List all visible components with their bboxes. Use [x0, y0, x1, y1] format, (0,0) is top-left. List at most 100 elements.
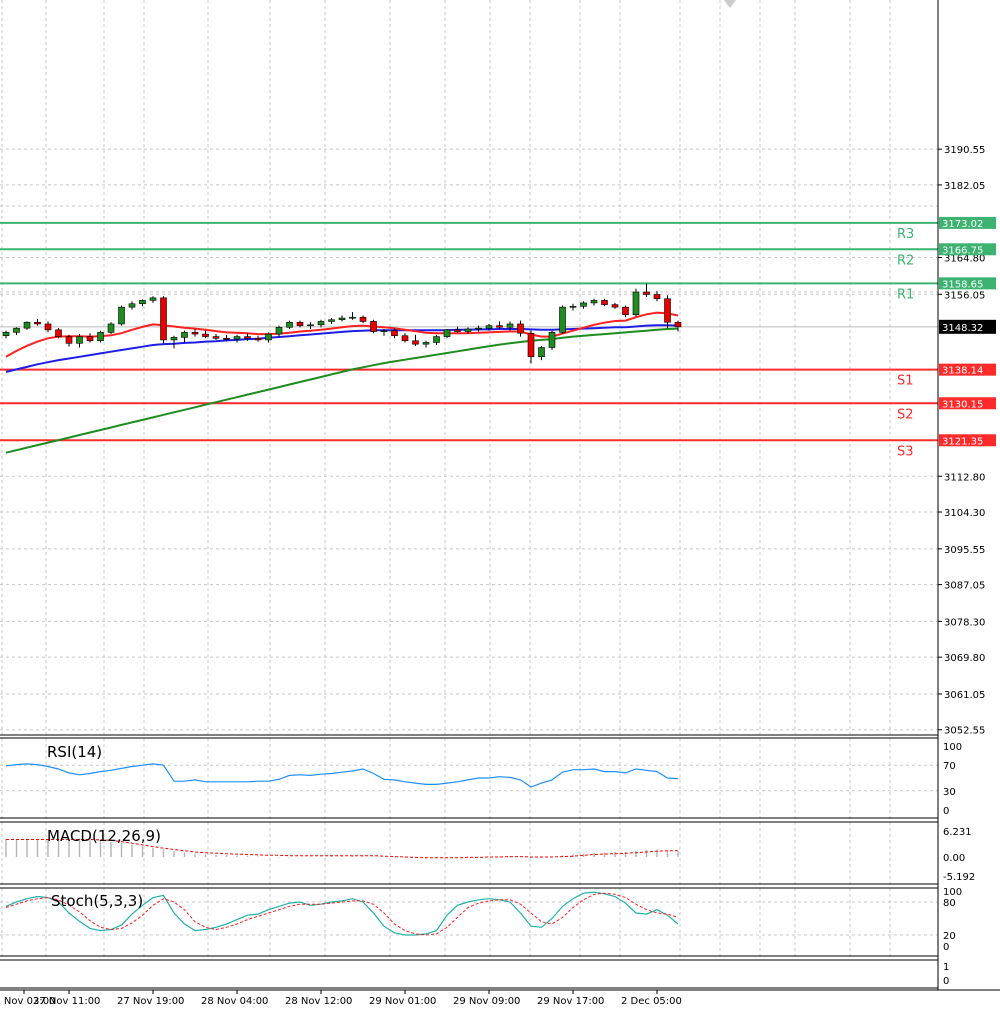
level-price-label: 3130.15 — [942, 399, 983, 410]
candle-body — [548, 332, 556, 348]
candle-body — [34, 321, 41, 325]
candle-body — [328, 319, 335, 322]
candle-body — [181, 332, 188, 338]
candle-body — [380, 330, 388, 332]
level-price-label: 3158.65 — [942, 279, 983, 290]
candles — [2, 283, 682, 364]
candle-body — [244, 336, 251, 339]
candle-body — [632, 291, 640, 315]
rsi-tick-label: 30 — [943, 787, 956, 798]
candle-body — [506, 323, 514, 328]
ma-slow-line — [5, 327, 679, 454]
scroll-marker-icon[interactable] — [724, 0, 736, 8]
level-price-box — [939, 434, 996, 447]
level-name-s3: S3 — [897, 444, 914, 459]
price-tick-label: 3095.55 — [944, 545, 985, 556]
level-price-label: 3173.02 — [942, 219, 983, 230]
time-label: 27 Nov 19:00 — [117, 996, 184, 1007]
price-tick-label: 3156.05 — [944, 290, 985, 301]
rsi-line — [5, 763, 679, 788]
level-price-label: 3121.35 — [942, 436, 983, 447]
time-label: 27 Nov 11:00 — [33, 996, 100, 1007]
candle-body — [412, 340, 419, 345]
candle-body — [223, 337, 230, 340]
price-axis: 3190.55 3182.05 3164.80 3156.05 3112.80 3104.… — [938, 145, 996, 737]
stoch-title: Stoch(5,3,3) — [51, 892, 143, 910]
price-tick-label: 3061.05 — [944, 690, 985, 701]
price-tick-label: 3087.05 — [944, 581, 985, 592]
macd-title: MACD(12,26,9) — [47, 827, 161, 845]
macd-signal-line — [6, 839, 678, 859]
ma-mid-line — [5, 324, 679, 373]
time-label: 29 Nov 01:00 — [369, 996, 436, 1007]
price-tick-label: 3078.30 — [944, 617, 985, 628]
candle-body — [139, 300, 146, 305]
candle-body — [296, 321, 304, 326]
candle-body — [454, 329, 461, 332]
rsi-tick-label: 0 — [943, 806, 949, 817]
macd-tick-label: 6.231 — [943, 827, 972, 838]
candle-body — [401, 335, 409, 342]
candle-body — [674, 321, 682, 328]
time-label: 28 Nov 04:00 — [201, 996, 268, 1007]
macd-tick-label: 0.00 — [943, 853, 965, 864]
candle-body — [370, 321, 377, 332]
time-label: 29 Nov 09:00 — [453, 996, 520, 1007]
rsi-title: RSI(14) — [47, 743, 102, 761]
candle-body — [23, 321, 31, 329]
candle-body — [212, 336, 220, 339]
candle-body — [97, 332, 104, 342]
time-label: 27 Nov 03:00 — [0, 996, 55, 1007]
candle-body — [275, 327, 283, 335]
pane-frames — [0, 0, 1000, 991]
candle-body — [527, 332, 535, 358]
candle-body — [443, 329, 451, 337]
candle-body — [233, 336, 241, 340]
candle-body — [13, 327, 20, 333]
candle-body — [86, 336, 94, 342]
empty-pane-tick-1: 1 — [943, 962, 949, 973]
candle-body — [569, 305, 577, 308]
price-tick-label: 3104.30 — [944, 508, 985, 519]
candle-body — [391, 330, 398, 337]
candle-body — [118, 306, 125, 325]
candle-body — [664, 298, 671, 323]
candle-body — [160, 297, 167, 341]
level-name-s1: S1 — [897, 374, 914, 389]
price-tick-label: 3112.80 — [944, 472, 985, 483]
candle-body — [464, 328, 472, 332]
indicator-panes: 10070300RSI(14)6.2310.00-5.192MACD(12,26… — [0, 742, 975, 987]
candle-body — [170, 337, 178, 341]
candle-body — [359, 316, 367, 322]
level-price-box — [939, 397, 996, 410]
candle-body — [286, 321, 293, 328]
stoch-tick-label: 100 — [943, 887, 962, 898]
candle-body — [538, 347, 545, 358]
candle-body — [653, 294, 661, 300]
candle-body — [622, 306, 629, 315]
candle-body — [485, 325, 493, 329]
price-tick-label: 3052.55 — [944, 726, 985, 737]
candle-body — [338, 317, 346, 321]
level-price-label: 3166.75 — [942, 245, 983, 256]
candle-body — [517, 323, 524, 334]
candle-body — [265, 333, 272, 341]
macd-tick-label: -5.192 — [943, 872, 975, 883]
level-name-s2: S2 — [897, 407, 914, 422]
candle-body — [76, 336, 83, 344]
current-price-label: 3148.32 — [942, 323, 983, 334]
price-tick-label: 3069.80 — [944, 653, 985, 664]
moving-averages — [5, 311, 679, 454]
candle-body — [422, 342, 430, 345]
time-label: 29 Nov 17:00 — [537, 996, 604, 1007]
stoch-tick-label: 20 — [943, 931, 956, 942]
candle-body — [128, 303, 136, 308]
candle-body — [254, 337, 262, 341]
candle-body — [2, 332, 10, 337]
price-tick-label: 3190.55 — [944, 145, 985, 156]
empty-pane-tick-0: 0 — [943, 976, 949, 987]
level-price-box — [939, 363, 996, 376]
